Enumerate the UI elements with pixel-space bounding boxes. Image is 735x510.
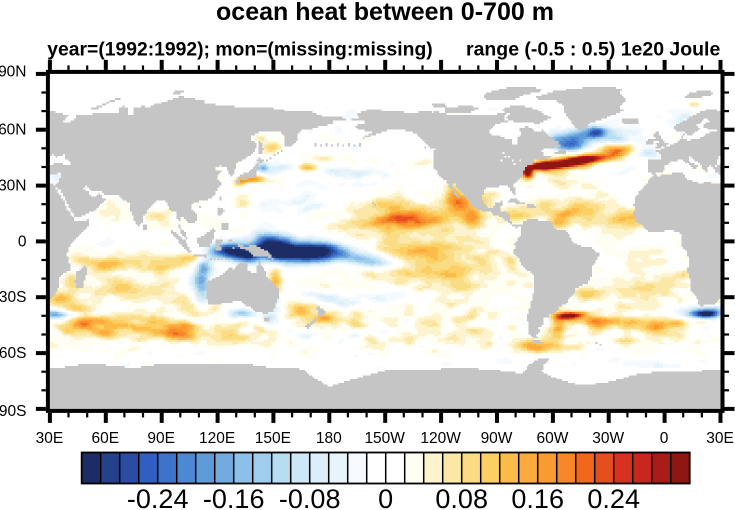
svg-text:range (-0.5 : 0.5) 1e20 Joule: range (-0.5 : 0.5) 1e20 Joule [466, 39, 720, 61]
svg-text:ocean heat between 0-700 m: ocean heat between 0-700 m [216, 0, 554, 26]
svg-text:30E: 30E [706, 430, 734, 447]
svg-text:year=(1992:1992); mon=(missing: year=(1992:1992); mon=(missing:missing) [47, 39, 432, 61]
svg-text:-0.16: -0.16 [203, 484, 265, 510]
svg-text:120E: 120E [199, 430, 235, 447]
svg-text:-0.08: -0.08 [279, 484, 341, 510]
svg-text:0: 0 [660, 430, 669, 447]
svg-text:0: 0 [18, 233, 27, 250]
svg-text:90N: 90N [0, 64, 27, 81]
svg-text:90W: 90W [481, 430, 513, 447]
svg-text:30W: 30W [592, 430, 624, 447]
svg-text:150E: 150E [255, 430, 291, 447]
svg-text:60S: 60S [0, 345, 27, 362]
svg-text:30N: 30N [0, 178, 27, 195]
svg-text:0: 0 [378, 484, 393, 510]
svg-text:30S: 30S [0, 289, 27, 306]
svg-text:60E: 60E [92, 430, 120, 447]
svg-text:0.08: 0.08 [435, 484, 488, 510]
svg-text:0.16: 0.16 [511, 484, 564, 510]
svg-text:120W: 120W [420, 430, 461, 447]
svg-text:60N: 60N [0, 122, 27, 139]
svg-text:-0.24: -0.24 [127, 484, 189, 510]
svg-text:90S: 90S [0, 403, 27, 420]
svg-text:90E: 90E [147, 430, 175, 447]
svg-text:150W: 150W [364, 430, 405, 447]
svg-text:0.24: 0.24 [587, 484, 640, 510]
svg-text:30E: 30E [36, 430, 64, 447]
svg-text:60W: 60W [536, 430, 568, 447]
svg-text:180: 180 [316, 430, 342, 447]
